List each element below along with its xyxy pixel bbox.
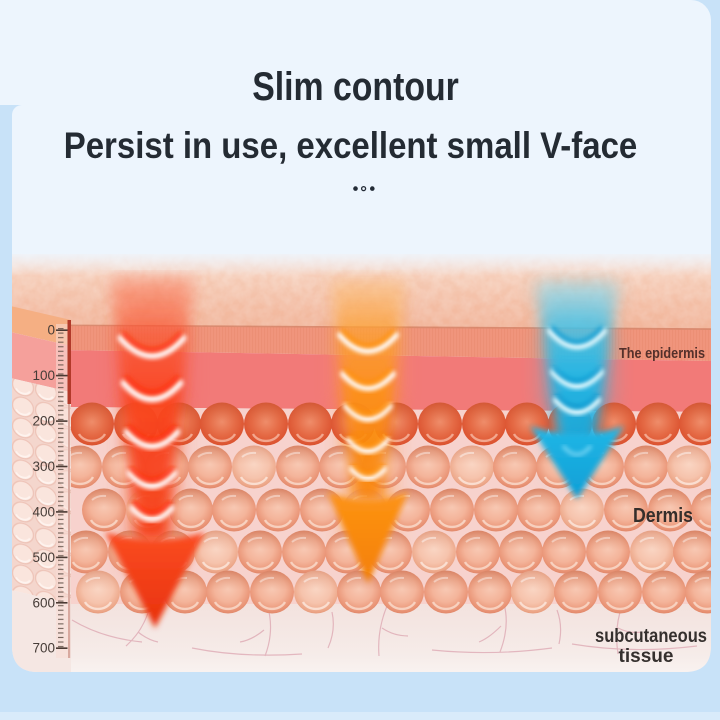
svg-text:500: 500	[32, 550, 55, 565]
svg-text:The epidermis: The epidermis	[619, 346, 705, 362]
svg-text:100: 100	[32, 368, 55, 383]
svg-text:subcutaneous: subcutaneous	[595, 626, 707, 647]
svg-text:700: 700	[32, 641, 55, 656]
svg-text:tissue: tissue	[619, 646, 674, 667]
svg-text:600: 600	[32, 595, 55, 610]
svg-text:300: 300	[32, 459, 55, 474]
svg-text:400: 400	[32, 504, 55, 519]
svg-text:0: 0	[47, 323, 55, 338]
svg-text:Dermis: Dermis	[633, 505, 693, 527]
svg-text:200: 200	[32, 414, 55, 429]
